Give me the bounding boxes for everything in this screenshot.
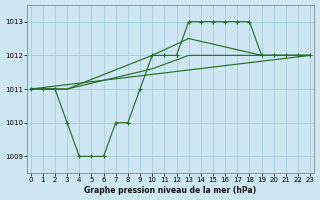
X-axis label: Graphe pression niveau de la mer (hPa): Graphe pression niveau de la mer (hPa): [84, 186, 257, 195]
